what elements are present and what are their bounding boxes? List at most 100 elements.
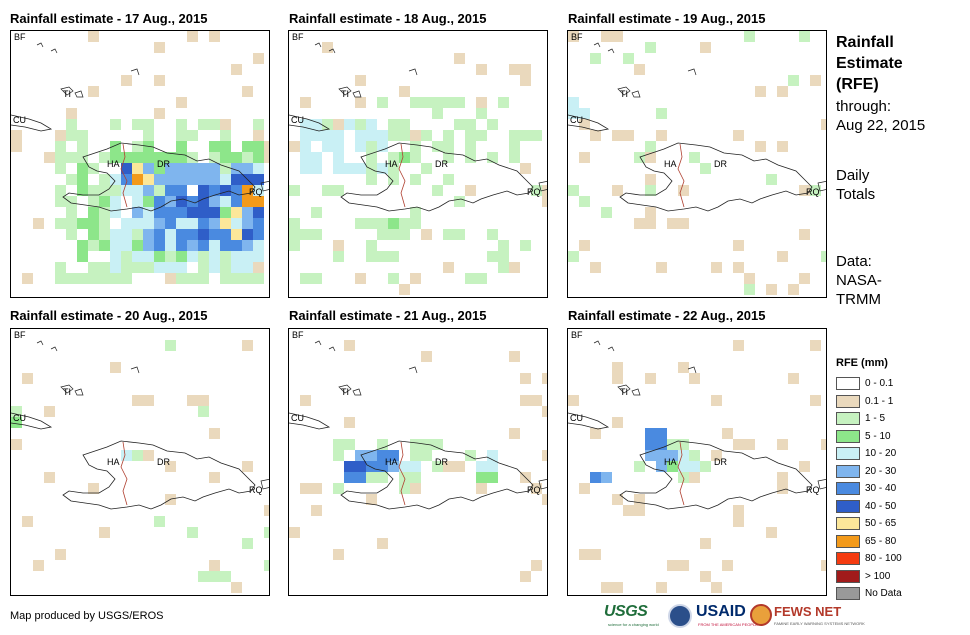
label-ha: HA (107, 159, 120, 169)
rainfall-cell (132, 251, 143, 262)
rainfall-cell (579, 152, 590, 163)
rainfall-cell (612, 130, 623, 141)
haiti-dr-border (677, 143, 685, 208)
puerto-rico-outline (538, 479, 547, 490)
panel-title-17: Rainfall estimate - 17 Aug., 2015 (10, 11, 208, 26)
rainfall-cell (220, 229, 231, 240)
rainfall-cell (132, 395, 143, 406)
rainfall-cell (366, 450, 377, 461)
rainfall-cell (66, 229, 77, 240)
label-rq: RQ (527, 485, 541, 495)
rainfall-cell (645, 450, 656, 461)
rainfall-cell (231, 229, 242, 240)
rainfall-cell (612, 31, 623, 42)
rainfall-cell (66, 130, 77, 141)
rainfall-cell (187, 152, 198, 163)
rainfall-cell (777, 86, 788, 97)
rainfall-cell (542, 494, 547, 505)
rainfall-cell (253, 251, 264, 262)
rainfall-cell (454, 53, 465, 64)
rainfall-cell (231, 163, 242, 174)
rainfall-cell (289, 229, 300, 240)
rainfall-cell (711, 450, 722, 461)
label-ha: HA (664, 457, 677, 467)
product-title-line3: (RFE) (836, 76, 879, 93)
rainfall-cell (242, 240, 253, 251)
rainfall-cell (531, 130, 542, 141)
rainfall-cell (366, 472, 377, 483)
rainfall-cell (33, 560, 44, 571)
haiti-dr-border (398, 143, 406, 208)
map-canvas: BF TI CU HA DR RQ (289, 32, 547, 295)
rainfall-cell (198, 273, 209, 284)
rainfall-cell (777, 141, 788, 152)
puerto-rico-outline (817, 479, 826, 490)
rainfall-cell (220, 273, 231, 284)
rainfall-cell (344, 472, 355, 483)
rainfall-cell (242, 141, 253, 152)
rainfall-cell (165, 152, 176, 163)
rainfall-cell (377, 439, 388, 450)
rainfall-cell (410, 439, 421, 450)
rainfall-cell (366, 251, 377, 262)
rainfall-cell (645, 174, 656, 185)
rainfall-cell (344, 340, 355, 351)
rainfall-cell (443, 130, 454, 141)
rainfall-cell (810, 185, 821, 196)
rainfall-cell (242, 229, 253, 240)
rainfall-cell (344, 461, 355, 472)
rainfall-cell (66, 273, 77, 284)
legend-item: No Data (836, 585, 966, 603)
label-ha: HA (385, 457, 398, 467)
rainfall-cell (220, 251, 231, 262)
rainfall-cell (231, 152, 242, 163)
rainfall-cell (443, 461, 454, 472)
rainfall-map-18: BF TI CU HA DR RQ (288, 30, 548, 298)
rainfall-cell (220, 174, 231, 185)
rainfall-cell (220, 262, 231, 273)
rainfall-cell (187, 273, 198, 284)
label-cu: CU (13, 115, 26, 125)
rainfall-cell (77, 130, 88, 141)
rainfall-cell (601, 582, 612, 593)
rainfall-cell (509, 351, 520, 362)
rainfall-cell (289, 240, 300, 251)
map-canvas: BF TI CU HA DR RQ (568, 330, 826, 593)
rainfall-cell (799, 185, 810, 196)
rainfall-cell (242, 218, 253, 229)
rainfall-cell (231, 185, 242, 196)
rainfall-cell (531, 483, 542, 494)
rainfall-cell (176, 185, 187, 196)
rainfall-cell (766, 527, 777, 538)
rainfall-cell (333, 119, 344, 130)
rainfall-cell (777, 472, 788, 483)
rainfall-cell (300, 152, 311, 163)
rainfall-cell (132, 450, 143, 461)
rainfall-cell (487, 152, 498, 163)
haiti-dr-border (120, 143, 128, 208)
rainfall-cell (377, 141, 388, 152)
rainfall-cell (242, 196, 253, 207)
rainfall-cell (487, 229, 498, 240)
rainfall-cell (531, 395, 542, 406)
rainfall-cell (311, 163, 322, 174)
legend-swatch (836, 587, 860, 601)
hispaniola-outline (62, 440, 256, 510)
rainfall-cell (678, 362, 689, 373)
rainfall-cell (187, 163, 198, 174)
rainfall-cell (388, 163, 399, 174)
rainfall-cell (220, 207, 231, 218)
rainfall-cell (154, 42, 165, 53)
rainfall-cell (165, 240, 176, 251)
cuba-outline (11, 412, 53, 430)
rainfall-cell (476, 108, 487, 119)
rainfall-cell (110, 174, 121, 185)
rainfall-cell (590, 262, 601, 273)
rainfall-cell (99, 273, 110, 284)
rainfall-cell (601, 207, 612, 218)
rainfall-cell (333, 163, 344, 174)
rainfall-cell (542, 185, 547, 196)
rainfall-cell (788, 373, 799, 384)
rainfall-cell (355, 273, 366, 284)
legend-item: 40 - 50 (836, 498, 966, 516)
